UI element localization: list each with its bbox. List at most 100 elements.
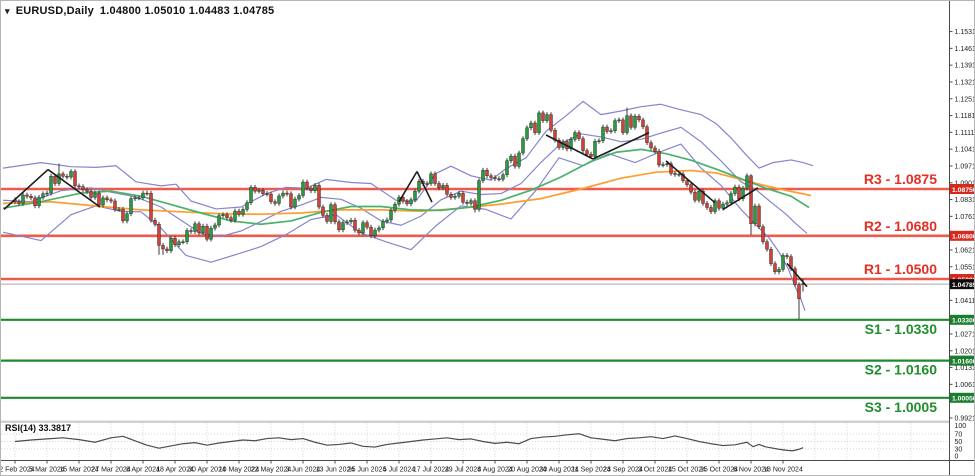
chart-context-icon[interactable]	[5, 5, 10, 17]
trendline-segment[interactable]	[47, 168, 101, 208]
bull-candle-body	[453, 195, 457, 198]
price-badge-S1: 1.03300	[952, 318, 975, 325]
bear-candle-body	[73, 171, 77, 187]
y-axis-tick-label: 1.14610	[955, 46, 975, 53]
bear-candle-body	[473, 200, 477, 210]
bear-candle-body	[325, 215, 329, 222]
trendline-segment[interactable]	[786, 262, 808, 288]
bear-candle-body	[113, 200, 117, 210]
x-axis-label: 5 Jul 2024	[383, 467, 415, 474]
bull-candle-body	[477, 180, 481, 210]
price-badge-R3: 1.08750	[952, 187, 975, 194]
bear-candle-body	[225, 214, 229, 218]
trendline-segment[interactable]	[722, 187, 759, 211]
bear-candle-body	[105, 197, 109, 201]
trendline-segment[interactable]	[665, 160, 716, 204]
bear-candle-body	[581, 138, 585, 151]
bull-candle-body	[677, 173, 681, 176]
bear-candle-body	[621, 119, 625, 133]
trendline-segment[interactable]	[592, 131, 650, 160]
bull-candle-body	[169, 237, 173, 251]
y-axis-tick-label: 1.07610	[955, 214, 975, 221]
bear-candle-body	[637, 116, 641, 121]
bear-candle-body	[121, 209, 125, 222]
bull-candle-body	[441, 185, 445, 188]
level-label-R2[interactable]: R2 - 1.0680	[864, 218, 937, 234]
y-axis-tick-label: 1.05510	[955, 264, 975, 271]
x-axis-label: 30 Aug 2024	[539, 467, 578, 474]
bull-candle-body	[125, 213, 129, 222]
bear-candle-body	[649, 142, 653, 149]
bull-candle-body	[613, 120, 617, 131]
y-axis-tick-label: 1.15310	[955, 29, 975, 36]
bear-candle-body	[97, 192, 101, 206]
bear-candle-body	[533, 122, 537, 133]
bear-candle-body	[757, 205, 761, 227]
level-label-S1[interactable]: S1 - 1.0330	[865, 321, 938, 337]
y-axis-tick-label: 1.09010	[955, 180, 975, 187]
price-badge-bid: 1.04785	[952, 282, 975, 289]
bear-candle-body	[289, 193, 293, 208]
y-axis-tick-label: 1.12510	[955, 96, 975, 103]
bull-candle-body	[425, 183, 429, 185]
bull-candle-body	[729, 193, 733, 203]
y-axis-tick-label: 1.04110	[955, 298, 975, 305]
trendline-segment[interactable]	[416, 171, 433, 203]
bull-candle-body	[777, 269, 781, 272]
x-axis-label: 13 Jun 2024	[316, 467, 355, 474]
x-axis-label: 23 Sep 2024	[603, 467, 643, 474]
pane-divider[interactable]	[1, 420, 950, 424]
bear-candle-body	[709, 207, 713, 212]
x-axis-label: 22 May 2024	[251, 467, 292, 474]
bear-candle-body	[197, 223, 201, 233]
bear-candle-body	[605, 126, 609, 132]
bear-candle-body	[269, 193, 273, 202]
bear-candle-body	[265, 193, 269, 195]
candlestick-series[interactable]	[13, 107, 805, 320]
y-axis-tick-label: 1.11810	[955, 113, 975, 120]
bull-candle-body	[233, 210, 237, 221]
trendline-segment[interactable]	[3, 168, 49, 210]
bull-candle-body	[249, 187, 253, 203]
x-axis-label: 3 Oct 2024	[638, 467, 672, 474]
bull-candle-body	[429, 173, 433, 184]
bollinger-lower-band	[2, 143, 806, 311]
bull-candle-body	[177, 241, 181, 245]
bull-candle-body	[393, 203, 397, 211]
trendline-segment[interactable]	[398, 171, 418, 203]
bear-candle-body	[205, 225, 209, 240]
y-axis-tick-label: 1.13210	[955, 79, 975, 86]
bear-candle-body	[701, 190, 705, 204]
moving-average-fast	[2, 148, 810, 226]
bear-candle-body	[365, 222, 369, 228]
x-axis-label: 25 Jun 2024	[348, 467, 387, 474]
bull-candle-body	[217, 215, 221, 226]
level-label-R1[interactable]: R1 - 1.0500	[864, 261, 937, 277]
bear-candle-body	[145, 192, 149, 195]
bear-candle-body	[585, 150, 589, 155]
bull-candle-body	[417, 181, 421, 192]
bull-candle-body	[257, 190, 261, 192]
bear-candle-body	[305, 181, 309, 189]
y-axis-tick-label: 1.02010	[955, 348, 975, 355]
bull-candle-body	[573, 132, 577, 140]
price-badge-bid-box	[950, 279, 974, 290]
bear-candle-body	[737, 186, 741, 200]
bear-candle-body	[333, 204, 337, 223]
level-label-S3[interactable]: S3 - 1.0005	[865, 399, 938, 415]
bull-candle-body	[413, 190, 417, 201]
chart-symbol-period: EURUSD,Daily	[15, 5, 94, 17]
bull-candle-body	[361, 222, 365, 234]
bear-candle-body	[657, 151, 661, 166]
price-badge-S3-box	[950, 392, 974, 403]
bear-candle-body	[749, 175, 753, 225]
level-label-S2[interactable]: S2 - 1.0160	[865, 362, 938, 378]
bull-candle-body	[133, 197, 137, 200]
price-badge-S2: 1.01600	[952, 358, 975, 365]
bear-candle-body	[797, 284, 801, 299]
level-label-R3[interactable]: R3 - 1.0875	[864, 171, 937, 187]
trendline-segment[interactable]	[545, 134, 594, 160]
bear-candle-body	[685, 180, 689, 185]
